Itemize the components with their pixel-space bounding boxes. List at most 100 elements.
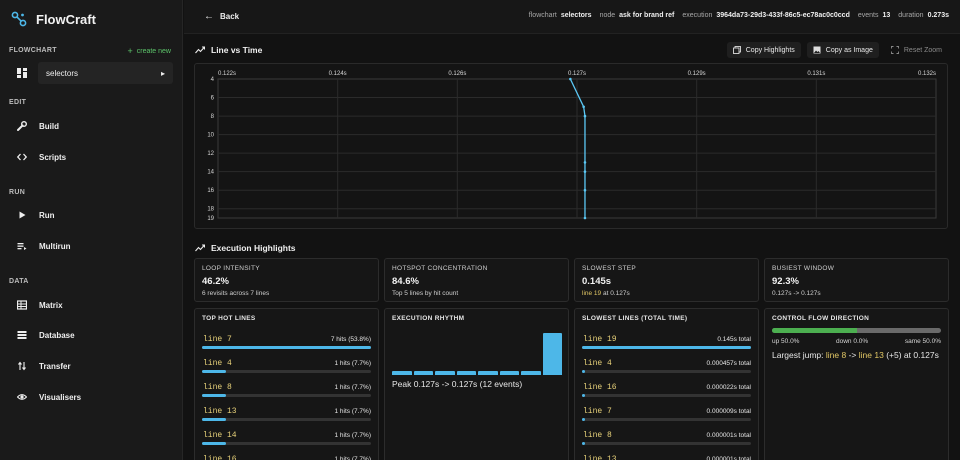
brand[interactable]: FlowCraft xyxy=(11,11,96,27)
execution-rhythm-title: EXECUTION RHYTHM xyxy=(392,315,465,322)
hot-line-line: line 4 xyxy=(203,359,232,368)
nav-database-label: Database xyxy=(39,330,75,340)
copy-image-button[interactable]: Copy as Image xyxy=(806,42,879,58)
hot-line-row[interactable]: line 8 1 hits (7.7%) xyxy=(202,381,371,405)
loop-intensity-sub: 6 revisits across 7 lines xyxy=(202,290,270,297)
nav-run[interactable]: Run xyxy=(17,207,55,223)
trend-icon xyxy=(195,46,205,54)
slow-line-row[interactable]: line 16 0.000022s total xyxy=(582,381,751,405)
transfer-icon xyxy=(17,361,27,371)
meta-duration-key: duration xyxy=(898,12,924,19)
hot-line-value: 1 hits (7.7%) xyxy=(334,408,372,415)
top-hot-lines-card: TOP HOT LINES line 7 7 hits (53.8%) line 4… xyxy=(194,308,379,460)
play-icon xyxy=(17,210,27,220)
copy-highlights-button[interactable]: Copy Highlights xyxy=(726,42,801,58)
nav-multirun-label: Multirun xyxy=(39,241,71,251)
slow-line-value: 0.000457s total xyxy=(706,360,751,367)
meta-node-value: ask for brand ref xyxy=(619,12,675,19)
nav-matrix-label: Matrix xyxy=(39,300,63,310)
hotspot-sub: Top 5 lines by hit count xyxy=(392,290,459,297)
hot-line-line: line 13 xyxy=(203,407,237,416)
slowest-step-line: line 19 xyxy=(582,290,602,297)
slow-line-row[interactable]: line 7 0.000009s total xyxy=(582,405,751,429)
largest-jump-prefix: Largest jump: xyxy=(772,350,824,360)
loop-intensity-title: LOOP INTENSITY xyxy=(202,265,260,272)
slowest-step-sub: line 19 at 0.127s xyxy=(582,290,751,297)
top-hot-lines-title: TOP HOT LINES xyxy=(202,315,256,322)
slow-line-value: 0.000009s total xyxy=(706,408,751,415)
y-tick-label: 10 xyxy=(207,133,214,139)
y-tick-label: 12 xyxy=(207,151,214,157)
meta-node-key: node xyxy=(599,12,616,19)
slowest-lines-card: SLOWEST LINES (TOTAL TIME) line 19 0.145s… xyxy=(574,308,759,460)
slow-line-row[interactable]: line 4 0.000457s total xyxy=(582,357,751,381)
create-new-button[interactable]: + create new xyxy=(127,46,171,56)
section-label-run: RUN xyxy=(9,189,26,196)
slow-line-value: 0.000022s total xyxy=(706,384,751,391)
highlights-title: Execution Highlights xyxy=(195,243,296,253)
nav-database[interactable]: Database xyxy=(17,327,75,343)
nav-transfer-label: Transfer xyxy=(39,361,71,371)
largest-jump-rest: (+5) at 0.127s xyxy=(886,350,939,360)
slow-line-track xyxy=(582,346,751,349)
slow-line-track xyxy=(582,418,751,421)
slowest-step-value: 0.145s xyxy=(582,276,612,287)
meta-flowchart: flowchart selectors xyxy=(529,12,592,19)
rhythm-bar xyxy=(392,371,412,375)
hot-line-row[interactable]: line 4 1 hits (7.7%) xyxy=(202,357,371,381)
hot-line-fill xyxy=(202,394,227,397)
control-flow-up-fill xyxy=(772,328,857,333)
trend-icon xyxy=(195,244,205,252)
hot-line-track xyxy=(202,394,371,397)
hot-line-fill xyxy=(202,418,227,421)
slow-line-value: 0.000001s total xyxy=(706,456,751,460)
nav-transfer[interactable]: Transfer xyxy=(17,358,71,374)
execution-meta: flowchart selectors node ask for brand ref… xyxy=(529,12,949,19)
hot-line-row[interactable]: line 16 1 hits (7.7%) xyxy=(202,453,371,460)
data-point xyxy=(582,105,585,109)
slow-line-fill xyxy=(582,442,586,445)
y-tick-label: 19 xyxy=(207,216,214,222)
nav-scripts[interactable]: Scripts xyxy=(16,149,66,165)
hot-line-track xyxy=(202,346,371,349)
nav-multirun[interactable]: Multirun xyxy=(17,238,71,254)
reset-zoom-label: Reset Zoom xyxy=(903,46,942,54)
nav-matrix[interactable]: Matrix xyxy=(16,297,63,313)
flowcraft-logo-icon xyxy=(11,11,27,27)
hot-line-track xyxy=(202,370,371,373)
slow-line-line: line 4 xyxy=(583,359,612,368)
hot-line-row[interactable]: line 7 7 hits (53.8%) xyxy=(202,333,371,357)
back-button[interactable]: ← Back xyxy=(204,11,239,22)
data-point xyxy=(569,77,572,81)
reset-zoom-button[interactable]: Reset Zoom xyxy=(885,42,948,58)
slow-line-row[interactable]: line 19 0.145s total xyxy=(582,333,751,357)
y-tick-label: 14 xyxy=(207,170,214,176)
hot-line-line: line 7 xyxy=(203,335,232,344)
flowchart-select[interactable]: selectors ▸ xyxy=(38,62,173,84)
chart-title-text: Line vs Time xyxy=(211,45,263,55)
slow-line-fill xyxy=(582,370,586,373)
nav-build[interactable]: Build xyxy=(17,118,59,134)
zoom-reset-icon xyxy=(890,46,899,54)
control-flow-bar xyxy=(772,328,941,333)
slow-line-fill xyxy=(582,394,586,397)
section-label-data: DATA xyxy=(9,278,29,285)
hot-line-row[interactable]: line 14 1 hits (7.7%) xyxy=(202,429,371,453)
slow-line-row[interactable]: line 8 0.000001s total xyxy=(582,429,751,453)
line-vs-time-chart[interactable]: 0.122s 0.124s 0.126s 0.127s 0.129s 0.131s 0.13… xyxy=(194,63,948,229)
slow-line-track xyxy=(582,442,751,445)
execution-rhythm-card: EXECUTION RHYTHM Peak 0.127s -> 0.127s (… xyxy=(384,308,569,460)
busiest-window-sub: 0.127s -> 0.127s xyxy=(772,290,821,297)
slow-line-track xyxy=(582,394,751,397)
slow-line-line: line 8 xyxy=(583,431,612,440)
hot-line-row[interactable]: line 13 1 hits (7.7%) xyxy=(202,405,371,429)
slow-line-row[interactable]: line 13 0.000001s total xyxy=(582,453,751,460)
x-tick-label: 0.124s xyxy=(329,71,347,77)
nav-visualisers[interactable]: Visualisers xyxy=(16,389,81,405)
largest-jump-to: line 13 xyxy=(858,350,884,360)
section-label-edit: EDIT xyxy=(9,99,27,106)
slow-line-line: line 19 xyxy=(583,335,617,344)
rhythm-bar xyxy=(542,333,562,375)
meta-events-key: events xyxy=(857,12,879,19)
